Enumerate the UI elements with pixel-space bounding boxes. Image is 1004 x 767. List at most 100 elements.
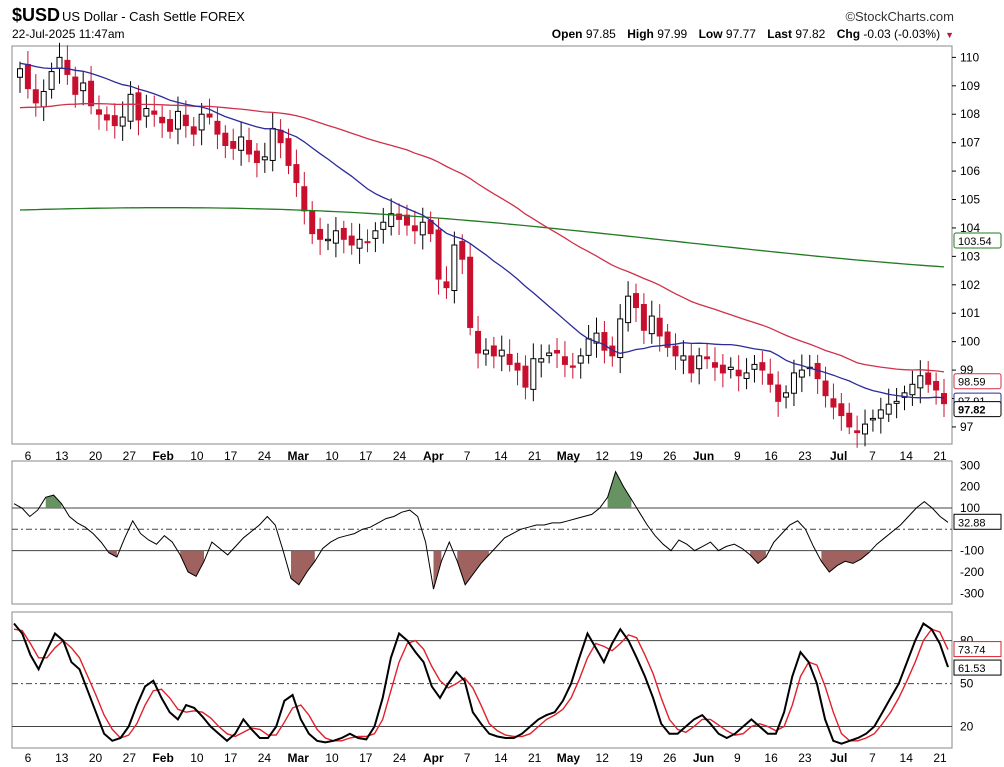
candle-body — [388, 213, 395, 227]
y-tick-label: 110 — [960, 50, 979, 64]
candle-body — [664, 331, 671, 348]
candle-body — [222, 132, 229, 146]
candle-body — [103, 114, 110, 121]
candle-body — [372, 230, 379, 239]
x-tick-label: 27 — [123, 751, 137, 765]
last-label: Last — [767, 27, 792, 41]
candle-body — [569, 365, 576, 368]
x-tick-label: 21 — [933, 751, 947, 765]
candle-body — [467, 256, 474, 328]
candle-body — [672, 345, 679, 357]
candle-body — [933, 380, 940, 391]
candle-body — [309, 210, 316, 235]
cci-negative-fill — [180, 550, 204, 577]
candle-body — [869, 417, 876, 421]
candle-body — [143, 108, 150, 117]
x-tick-label: 13 — [55, 449, 69, 463]
x-tick-label: Feb — [152, 751, 173, 765]
candle-body — [340, 227, 347, 240]
candle-body — [656, 317, 663, 337]
x-tick-label: 7 — [464, 751, 471, 765]
x-tick-label: 10 — [190, 751, 204, 765]
candle-body — [877, 409, 884, 419]
candle-body — [846, 412, 853, 428]
candle-body — [538, 358, 545, 363]
x-tick-label: 27 — [123, 449, 137, 463]
open-label: Open — [551, 27, 583, 41]
x-tick-label: Jul — [830, 751, 847, 765]
candle-body — [862, 423, 869, 435]
candle-body — [127, 93, 134, 122]
y-tick-label: 105 — [960, 193, 980, 207]
last-price-tag-box — [953, 401, 1002, 418]
candle-body — [925, 372, 932, 385]
candle-body — [317, 228, 324, 240]
cci-last-tag: 32.88 — [958, 517, 986, 529]
x-tick-label: 10 — [190, 449, 204, 463]
panel-frame-cci — [11, 460, 953, 605]
panel-frame-sto — [11, 611, 953, 749]
candle-body — [790, 372, 797, 394]
candle-body — [838, 403, 845, 417]
candle-body — [174, 110, 181, 130]
candle-body — [32, 89, 39, 104]
candle-body — [293, 164, 300, 183]
ma50-tag: 98.59 — [958, 377, 986, 389]
x-tick-label: Mar — [288, 449, 310, 463]
exchange: FOREX — [200, 9, 245, 24]
candle-body — [356, 238, 363, 249]
high-value: 97.99 — [657, 27, 688, 41]
candle-body — [214, 120, 221, 135]
y-tick-label: 101 — [960, 306, 980, 320]
candle-body — [451, 244, 458, 292]
candle-body — [419, 221, 426, 236]
cci-negative-fill — [291, 550, 315, 585]
stoch-d-tag-box — [953, 641, 1002, 658]
candle-body — [111, 115, 118, 127]
x-tick-label: 24 — [393, 449, 407, 463]
candle-body — [396, 213, 403, 220]
x-tick-label: 21 — [933, 449, 947, 463]
candle-body — [364, 241, 371, 244]
stoch-y-tick-label: 20 — [960, 720, 974, 734]
chg-value: -0.03 (-0.03%) — [863, 27, 941, 41]
low-value: 97.77 — [725, 27, 756, 41]
y-tick-label: 104 — [960, 221, 980, 235]
candle-body — [151, 110, 158, 115]
candle-body — [459, 241, 466, 260]
candle-body — [246, 139, 253, 155]
x-tick-label: 19 — [629, 751, 643, 765]
low-label: Low — [698, 27, 723, 41]
y-tick-label: 102 — [960, 278, 980, 292]
candle-body — [443, 281, 450, 289]
candle-body — [561, 356, 568, 365]
candle-body — [901, 392, 908, 398]
x-tick-label: 14 — [900, 751, 914, 765]
candle-body — [735, 369, 742, 377]
candle-body — [648, 315, 655, 335]
y-tick-label: 109 — [960, 79, 980, 93]
candle-body — [783, 392, 790, 398]
open-value: 97.85 — [585, 27, 616, 41]
candle-body — [238, 136, 245, 151]
candle-body — [522, 365, 529, 388]
candle-body — [822, 380, 829, 397]
candle-body — [88, 80, 95, 107]
brand-logo[interactable]: ©StockCharts.com — [845, 9, 954, 24]
x-tick-label: Jul — [830, 449, 847, 463]
candle-body — [403, 214, 410, 226]
candle-body — [56, 56, 63, 69]
x-tick-label: Apr — [423, 751, 444, 765]
cci-y-tick-label: -200 — [960, 565, 984, 579]
cci-line — [13, 470, 949, 590]
x-tick-label: 21 — [528, 449, 542, 463]
candle-body — [95, 109, 102, 115]
x-tick-label: 6 — [25, 751, 32, 765]
candle-body — [261, 156, 268, 161]
candle-body — [680, 355, 687, 361]
description-text: US Dollar - Cash Settle — [62, 9, 197, 24]
candle-body — [64, 59, 71, 75]
x-tick-label: 26 — [663, 751, 677, 765]
x-tick-label: May — [557, 751, 581, 765]
x-tick-label: 9 — [734, 449, 741, 463]
